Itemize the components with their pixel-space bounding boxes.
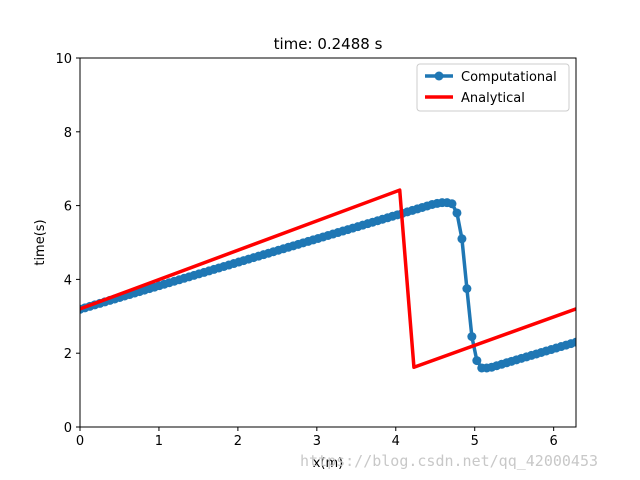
y-tick-label: 4 (64, 273, 72, 288)
x-tick-label: 2 (234, 434, 242, 449)
x-axis-ticks: 0 1 2 3 4 5 6 (76, 427, 558, 449)
x-tick-label: 6 (550, 434, 558, 449)
x-tick-label: 1 (155, 434, 163, 449)
series-layer (80, 188, 576, 373)
x-tick-label: 3 (313, 434, 321, 449)
chart-title: time: 0.2488 s (274, 35, 383, 53)
legend-marker-computational (434, 71, 444, 81)
y-tick-label: 0 (64, 421, 72, 436)
plot-area (79, 57, 577, 428)
y-axis-label: time(s) (33, 219, 48, 265)
legend: Computational Analytical (416, 63, 570, 112)
series-point-computational (447, 199, 457, 209)
series-point-computational (472, 356, 482, 366)
series-point-computational (462, 284, 472, 294)
series-point-computational (457, 234, 467, 244)
plot-frame (79, 57, 577, 428)
y-tick-label: 2 (64, 347, 72, 362)
x-tick-label: 0 (76, 434, 84, 449)
y-axis-ticks: 0 2 4 6 8 10 (55, 52, 80, 436)
series-point-computational (571, 337, 576, 347)
series-point-computational (467, 332, 477, 342)
watermark-text: https://blog.csdn.net/qq_42000453 (300, 452, 598, 470)
series-point-computational (452, 208, 462, 218)
legend-box (416, 63, 570, 112)
legend-label-analytical: Analytical (461, 91, 525, 106)
y-tick-label: 8 (64, 126, 72, 141)
x-tick-label: 4 (392, 434, 400, 449)
y-tick-label: 10 (55, 52, 72, 67)
x-tick-label: 5 (471, 434, 479, 449)
x-axis-label: x(m) (313, 456, 344, 471)
series-line-analytical (80, 188, 576, 369)
legend-label-computational: Computational (461, 70, 557, 85)
y-tick-label: 6 (64, 200, 72, 215)
